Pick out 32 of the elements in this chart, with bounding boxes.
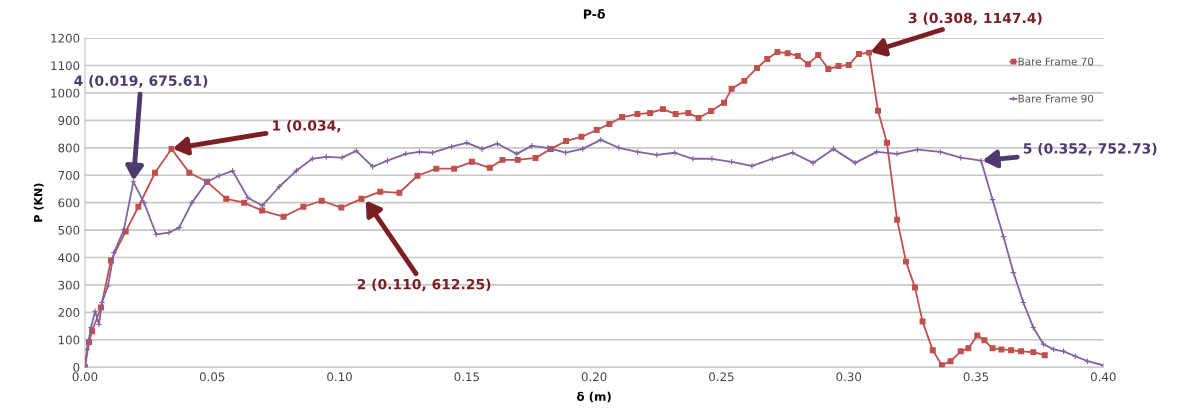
y-tick-label: 400 (58, 253, 80, 263)
x-tick-label: 0.35 (963, 372, 989, 382)
x-tick-label: 0.10 (327, 372, 352, 382)
y-tick-label: 0 (73, 362, 80, 372)
y-tick-label: 600 (58, 198, 80, 208)
y-tick-label: 800 (58, 143, 80, 153)
annotation: 4 (0.019, 675.61) (74, 75, 208, 88)
annotation: 3 (0.308, 1147.4) (908, 12, 1042, 25)
y-tick-label: 1100 (51, 61, 80, 71)
y-tick-label: 500 (58, 225, 80, 235)
x-tick-label: 0.20 (581, 372, 607, 382)
y-tick-label: 300 (58, 280, 80, 290)
legend-label: Bare Frame 90 (1018, 94, 1094, 103)
x-tick-label: 0.00 (72, 372, 98, 382)
legend-label: Bare Frame 70 (1018, 57, 1094, 66)
chart-title: P-δ (583, 9, 605, 19)
x-axis-title: δ (m) (576, 391, 611, 403)
y-tick-label: 700 (58, 170, 80, 180)
y-tick-label: 1200 (51, 33, 80, 43)
annotation: 5 (0.352, 752.73) (1023, 142, 1157, 156)
y-tick-label: 200 (58, 308, 80, 318)
x-tick-label: 0.25 (709, 372, 734, 382)
y-tick-label: 900 (58, 116, 80, 126)
x-tick-label: 0.15 (454, 372, 479, 382)
x-tick-label: 0.05 (199, 372, 225, 382)
y-tick-label: 1000 (51, 88, 80, 98)
annotation: 1 (0.034, (273, 119, 341, 133)
x-tick-label: 0.30 (836, 372, 862, 382)
annotation: 2 (0.110, 612.25) (357, 278, 491, 292)
y-axis-title: P (KN) (33, 183, 44, 222)
y-tick-label: 100 (58, 335, 80, 345)
x-tick-label: 0.40 (1090, 372, 1116, 382)
